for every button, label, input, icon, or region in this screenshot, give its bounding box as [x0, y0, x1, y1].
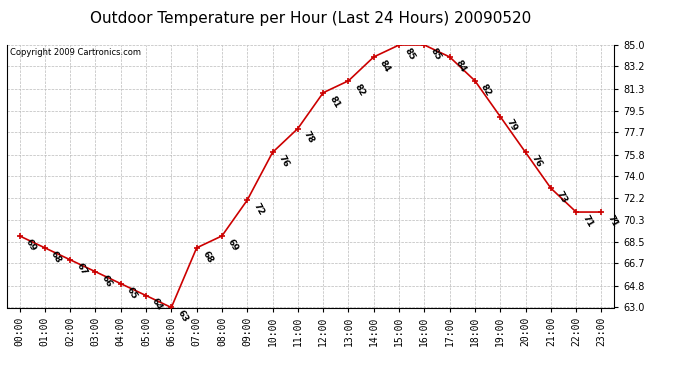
Text: 78: 78	[302, 130, 316, 146]
Text: 69: 69	[226, 237, 240, 253]
Text: 84: 84	[454, 58, 468, 74]
Text: 82: 82	[353, 82, 366, 98]
Text: 85: 85	[428, 46, 442, 62]
Text: 63: 63	[175, 309, 190, 324]
Text: 73: 73	[555, 190, 569, 205]
Text: 71: 71	[580, 213, 594, 229]
Text: 66: 66	[99, 273, 114, 288]
Text: 76: 76	[277, 154, 290, 169]
Text: 71: 71	[606, 213, 620, 229]
Text: 65: 65	[125, 285, 139, 300]
Text: 81: 81	[327, 94, 342, 110]
Text: 72: 72	[251, 201, 266, 217]
Text: 79: 79	[504, 118, 519, 134]
Text: 84: 84	[378, 58, 392, 74]
Text: 76: 76	[530, 154, 544, 169]
Text: 64: 64	[150, 297, 164, 312]
Text: 67: 67	[75, 261, 88, 277]
Text: 68: 68	[201, 249, 215, 264]
Text: 69: 69	[23, 237, 38, 253]
Text: 68: 68	[49, 249, 63, 264]
Text: 85: 85	[403, 46, 417, 62]
Text: 82: 82	[479, 82, 493, 98]
Text: Outdoor Temperature per Hour (Last 24 Hours) 20090520: Outdoor Temperature per Hour (Last 24 Ho…	[90, 11, 531, 26]
Text: Copyright 2009 Cartronics.com: Copyright 2009 Cartronics.com	[10, 48, 141, 57]
